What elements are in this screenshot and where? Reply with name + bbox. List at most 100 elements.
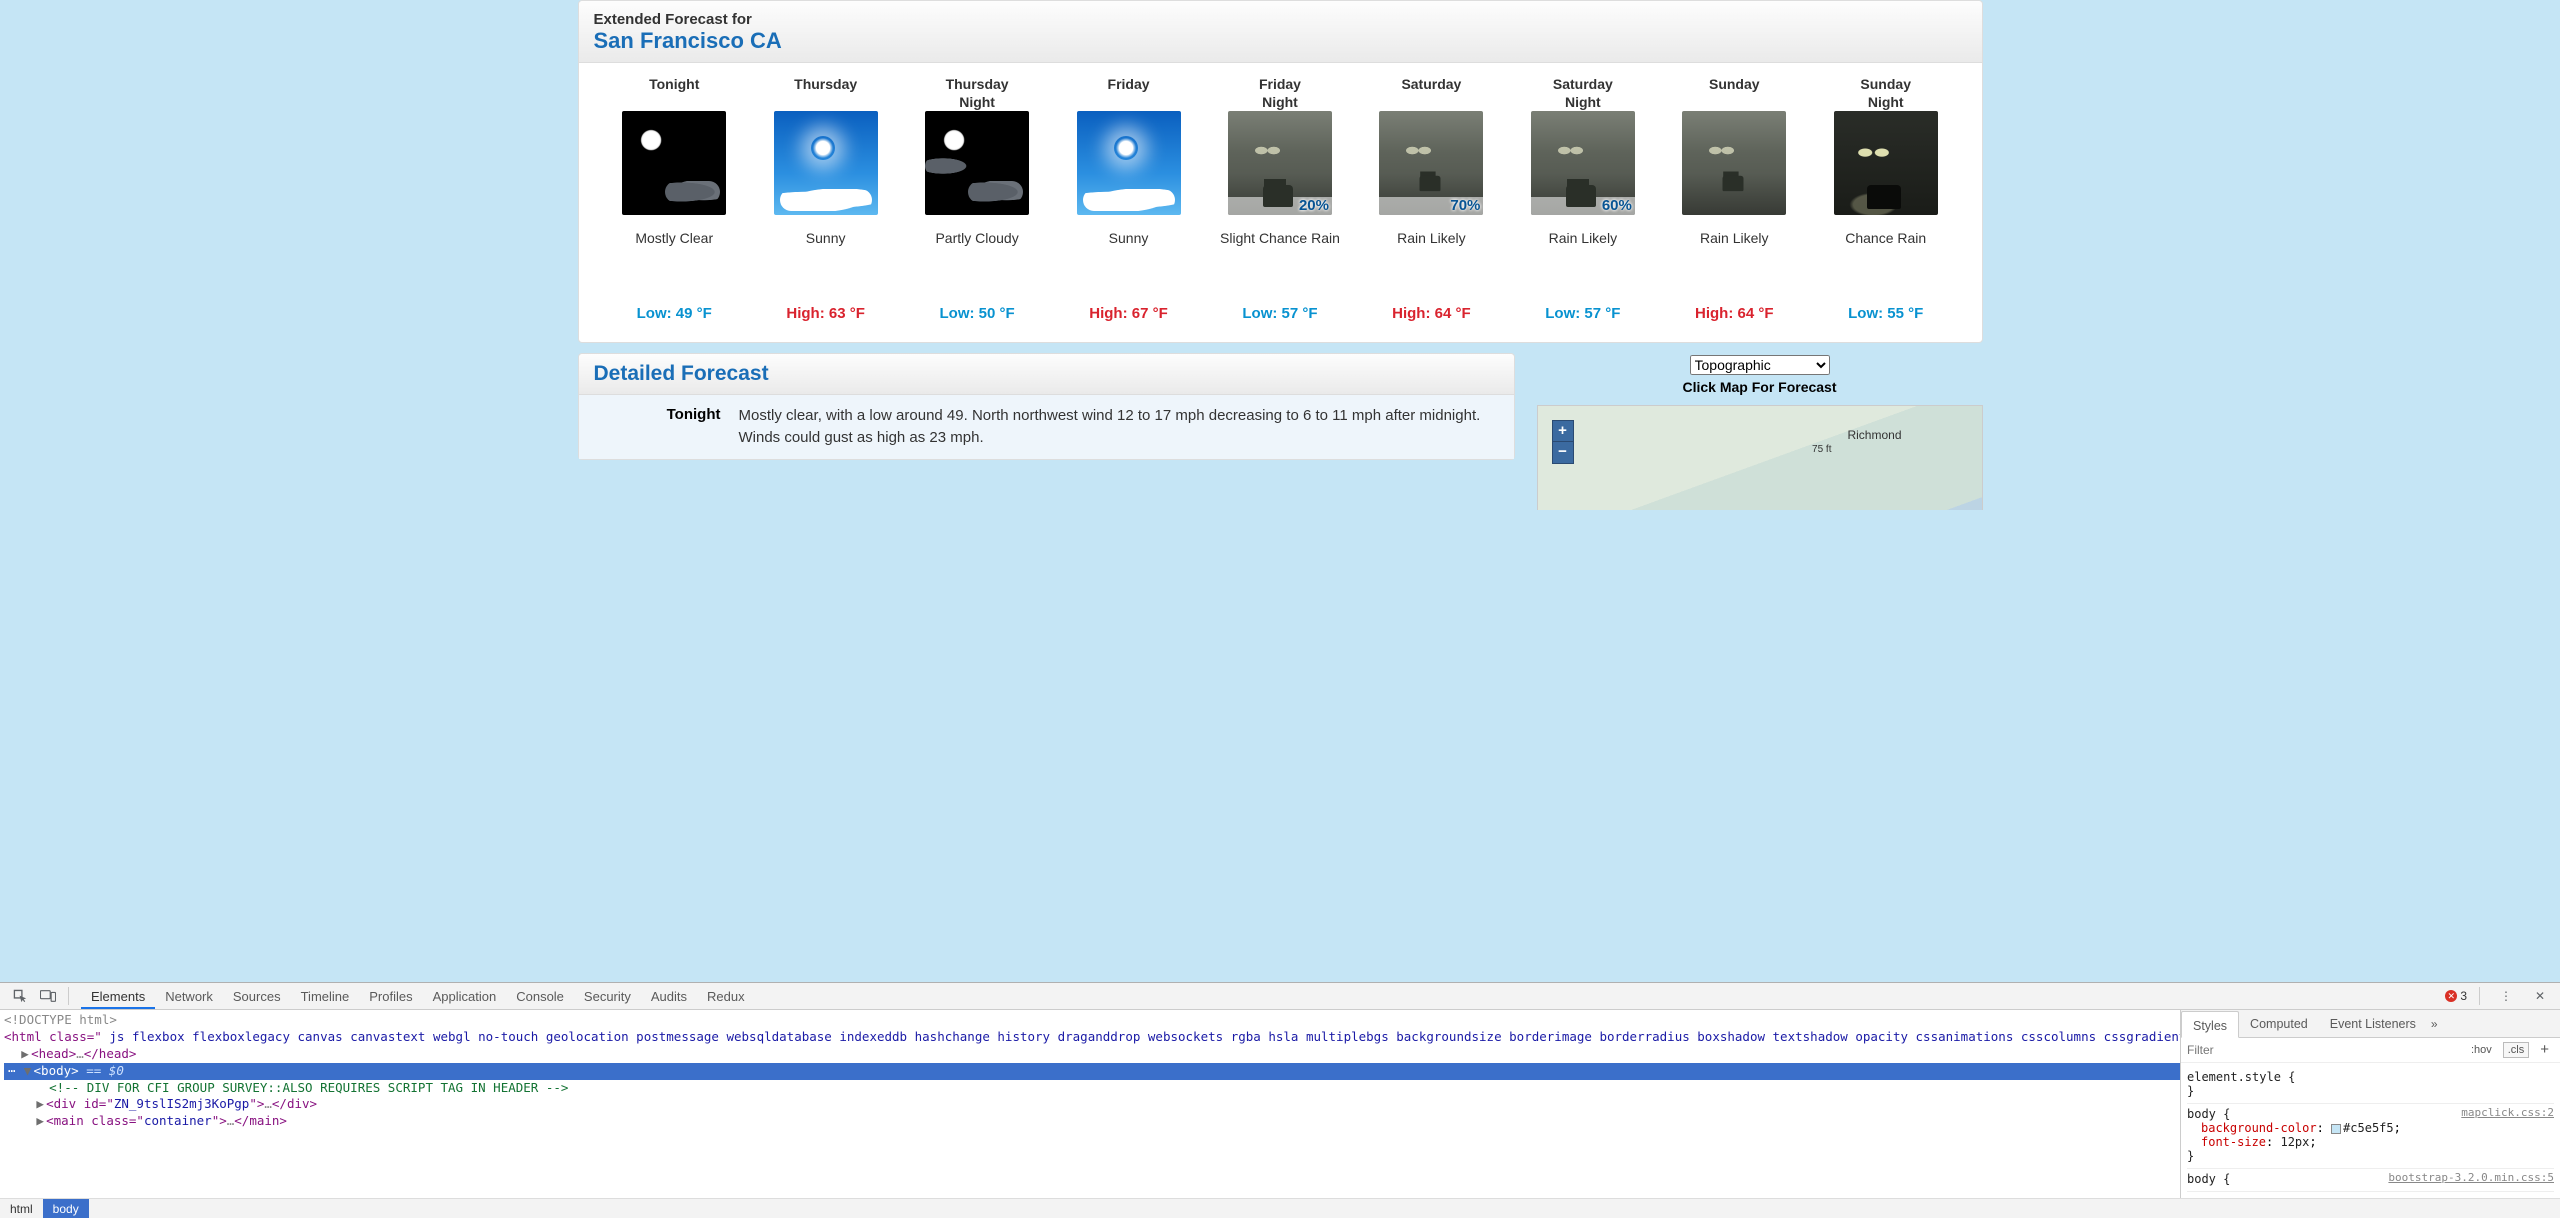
temperature: Low: 57 °F — [1204, 305, 1355, 322]
color-swatch[interactable] — [2331, 1124, 2341, 1134]
detailed-title: Detailed Forecast — [594, 362, 769, 385]
styles-tab-event-listeners[interactable]: Event Listeners — [2319, 1010, 2427, 1037]
zoom-out-button[interactable]: − — [1552, 442, 1574, 464]
devtools-close-icon[interactable]: ✕ — [2530, 986, 2550, 1006]
temperature: High: 64 °F — [1659, 305, 1810, 322]
forecast-period[interactable]: Thursday Sunny High: 63 °F — [750, 71, 901, 322]
crumb-body[interactable]: body — [43, 1199, 89, 1218]
detailed-forecast-panel: Detailed Forecast Tonight Mostly clear, … — [578, 353, 1515, 460]
content: Extended Forecast for San Francisco CA T… — [573, 0, 1988, 510]
extended-forecast-panel: Extended Forecast for San Francisco CA T… — [578, 0, 1983, 343]
detailed-row-text: Mostly clear, with a low around 49. Nort… — [739, 405, 1499, 449]
heading-sub: Extended Forecast for — [594, 11, 1967, 28]
short-forecast: Rain Likely — [1507, 229, 1658, 273]
map-label-elev: 75 ft — [1812, 444, 1831, 455]
device-icon[interactable] — [38, 986, 58, 1006]
error-badge[interactable]: ✕3 — [2445, 989, 2467, 1003]
rule-source-link[interactable]: bootstrap-3.2.0.min.css:5 — [2388, 1171, 2554, 1184]
styles-pane: StylesComputedEvent Listeners » :hov .cls… — [2180, 1010, 2560, 1198]
lower-row: Detailed Forecast Tonight Mostly clear, … — [578, 353, 1983, 510]
styles-rules[interactable]: element.style { } mapclick.css:2 body { … — [2181, 1063, 2560, 1198]
period-name: Thursday — [750, 71, 901, 111]
map-column: Topographic Click Map For Forecast + − R… — [1537, 353, 1983, 510]
forecast-map[interactable]: + − Richmond 75 ft — [1537, 405, 1983, 510]
hov-toggle[interactable]: :hov — [2466, 1042, 2497, 1058]
inspect-icon[interactable] — [10, 986, 30, 1006]
short-forecast: Slight Chance Rain — [1204, 229, 1355, 273]
devtools-tabs: ElementsNetworkSourcesTimelineProfilesAp… — [81, 983, 755, 1009]
styles-tab-styles[interactable]: Styles — [2181, 1011, 2239, 1038]
rule-source-link[interactable]: mapclick.css:2 — [2461, 1106, 2554, 1119]
page-viewport: Extended Forecast for San Francisco CA T… — [0, 0, 2560, 510]
weather-icon — [1077, 111, 1181, 215]
forecast-period[interactable]: FridayNight20%Slight Chance RainLow: 57 … — [1204, 71, 1355, 322]
map-caption: Click Map For Forecast — [1537, 379, 1983, 395]
period-name: Tonight — [599, 71, 750, 111]
short-forecast: Sunny — [750, 229, 901, 273]
period-name: SaturdayNight — [1507, 71, 1658, 111]
styles-filter-input[interactable] — [2187, 1043, 2460, 1057]
new-rule-button[interactable]: + — [2535, 1042, 2554, 1058]
weather-icon: 20% — [1228, 111, 1332, 215]
devtools-tab-timeline[interactable]: Timeline — [291, 983, 360, 1009]
short-forecast: Mostly Clear — [599, 229, 750, 273]
devtools-tab-application[interactable]: Application — [423, 983, 507, 1009]
detailed-heading: Detailed Forecast — [579, 354, 1514, 395]
crumb-html[interactable]: html — [0, 1199, 43, 1218]
map-controls: Topographic Click Map For Forecast — [1537, 353, 1983, 395]
temperature: High: 64 °F — [1356, 305, 1507, 322]
zoom-in-button[interactable]: + — [1552, 420, 1574, 442]
devtools-tab-security[interactable]: Security — [574, 983, 641, 1009]
dom-tree[interactable]: <!DOCTYPE html> <html class=" js flexbox… — [0, 1010, 2180, 1198]
short-forecast: Rain Likely — [1356, 229, 1507, 273]
map-label-richmond: Richmond — [1847, 428, 1901, 442]
short-forecast: Sunny — [1053, 229, 1204, 273]
detailed-column: Detailed Forecast Tonight Mostly clear, … — [578, 353, 1515, 510]
period-name: SundayNight — [1810, 71, 1961, 111]
weather-icon — [1682, 111, 1786, 215]
period-name: ThursdayNight — [901, 71, 1052, 111]
devtools-tab-sources[interactable]: Sources — [223, 983, 291, 1009]
precip-percent: 60% — [1602, 197, 1632, 214]
devtools-body: <!DOCTYPE html> <html class=" js flexbox… — [0, 1010, 2560, 1198]
period-name: Friday — [1053, 71, 1204, 111]
devtools-menu-icon[interactable]: ⋮ — [2496, 986, 2516, 1006]
short-forecast: Partly Cloudy — [901, 229, 1052, 273]
weather-icon — [1834, 111, 1938, 215]
devtools-tab-profiles[interactable]: Profiles — [359, 983, 422, 1009]
short-forecast: Chance Rain — [1810, 229, 1961, 273]
temperature: High: 63 °F — [750, 305, 901, 322]
short-forecast: Rain Likely — [1659, 229, 1810, 273]
panel-heading: Extended Forecast for San Francisco CA — [579, 1, 1982, 63]
forecast-period[interactable]: SundayRain LikelyHigh: 64 °F — [1659, 71, 1810, 322]
styles-tab-computed[interactable]: Computed — [2239, 1010, 2319, 1037]
forecast-period[interactable]: Saturday70%Rain LikelyHigh: 64 °F — [1356, 71, 1507, 322]
forecast-period[interactable]: ThursdayNight Partly Cloudy Low: 50 °F — [901, 71, 1052, 322]
styles-filter-bar: :hov .cls + — [2181, 1038, 2560, 1063]
devtools-tab-console[interactable]: Console — [506, 983, 574, 1009]
styles-tabs-more[interactable]: » — [2431, 1017, 2438, 1031]
weather-icon — [925, 111, 1029, 215]
location-link[interactable]: San Francisco CA — [594, 28, 782, 54]
rule-selector: element.style { — [2187, 1070, 2554, 1084]
devtools-tab-audits[interactable]: Audits — [641, 983, 697, 1009]
forecast-period[interactable]: FridaySunnyHigh: 67 °F — [1053, 71, 1204, 322]
cls-toggle[interactable]: .cls — [2503, 1042, 2530, 1058]
detailed-row: Tonight Mostly clear, with a low around … — [579, 395, 1514, 459]
forecast-period[interactable]: SundayNightChance RainLow: 55 °F — [1810, 71, 1961, 322]
map-zoom: + − — [1552, 420, 1574, 464]
weather-icon: 60% — [1531, 111, 1635, 215]
devtools-tab-elements[interactable]: Elements — [81, 983, 155, 1009]
devtools-toolbar: ElementsNetworkSourcesTimelineProfilesAp… — [0, 983, 2560, 1010]
temperature: Low: 49 °F — [599, 305, 750, 322]
dom-breadcrumbs: html body — [0, 1198, 2560, 1218]
precip-percent: 20% — [1299, 197, 1329, 214]
basemap-select[interactable]: Topographic — [1690, 355, 1830, 375]
forecast-period[interactable]: SaturdayNight60%Rain LikelyLow: 57 °F — [1507, 71, 1658, 322]
devtools-tab-network[interactable]: Network — [155, 983, 223, 1009]
forecast-period[interactable]: Tonight Mostly Clear Low: 49 °F — [599, 71, 750, 322]
weather-icon — [622, 111, 726, 215]
detailed-row-label: Tonight — [594, 405, 739, 449]
devtools-tab-redux[interactable]: Redux — [697, 983, 755, 1009]
temperature: Low: 50 °F — [901, 305, 1052, 322]
